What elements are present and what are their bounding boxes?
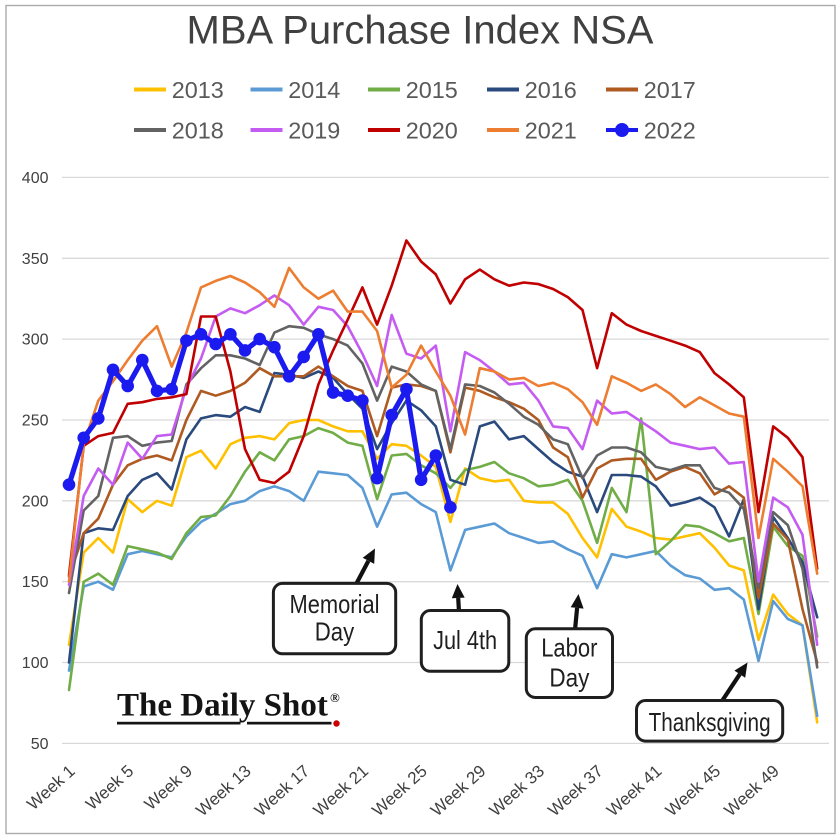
svg-text:Day: Day xyxy=(549,662,589,692)
svg-text:2021: 2021 xyxy=(525,117,577,143)
svg-text:50: 50 xyxy=(31,736,49,753)
svg-text:350: 350 xyxy=(22,251,49,268)
svg-text:2015: 2015 xyxy=(406,77,458,103)
svg-text:Week 13: Week 13 xyxy=(192,761,254,820)
svg-text:2020: 2020 xyxy=(406,117,458,143)
svg-text:Jul 4th: Jul 4th xyxy=(433,625,497,655)
svg-text:MBA Purchase Index NSA: MBA Purchase Index NSA xyxy=(187,9,654,53)
svg-text:The Daily Shot: The Daily Shot xyxy=(117,688,328,724)
svg-text:100: 100 xyxy=(22,655,49,672)
svg-text:Week 1: Week 1 xyxy=(23,761,78,813)
svg-text:150: 150 xyxy=(22,574,49,591)
svg-text:Week 9: Week 9 xyxy=(141,761,196,813)
svg-text:2014: 2014 xyxy=(288,77,340,103)
svg-text:Week 17: Week 17 xyxy=(251,761,313,820)
svg-text:®: ® xyxy=(330,690,340,705)
svg-text:Week 29: Week 29 xyxy=(427,761,489,820)
svg-text:400: 400 xyxy=(22,170,49,187)
svg-text:Week 49: Week 49 xyxy=(721,761,783,820)
svg-text:200: 200 xyxy=(22,493,49,510)
svg-text:Thanksgiving: Thanksgiving xyxy=(649,707,771,737)
svg-text:300: 300 xyxy=(22,332,49,349)
svg-text:Week 21: Week 21 xyxy=(310,761,372,820)
svg-text:Labor: Labor xyxy=(541,632,598,662)
svg-text:Week 33: Week 33 xyxy=(486,761,548,820)
svg-text:Week 37: Week 37 xyxy=(544,761,606,820)
svg-text:2018: 2018 xyxy=(172,117,224,143)
svg-text:2019: 2019 xyxy=(288,117,340,143)
svg-text:Week 41: Week 41 xyxy=(603,761,665,820)
svg-text:2022: 2022 xyxy=(644,117,696,143)
svg-text:Day: Day xyxy=(315,617,354,647)
svg-text:Week 45: Week 45 xyxy=(662,761,724,820)
svg-text:2017: 2017 xyxy=(644,77,696,103)
svg-text:Memorial: Memorial xyxy=(290,589,380,619)
svg-text:2013: 2013 xyxy=(172,77,224,103)
svg-text:2016: 2016 xyxy=(525,77,577,103)
svg-text:Week 25: Week 25 xyxy=(368,761,430,820)
svg-text:250: 250 xyxy=(22,413,49,430)
svg-text:Week 5: Week 5 xyxy=(82,761,137,813)
